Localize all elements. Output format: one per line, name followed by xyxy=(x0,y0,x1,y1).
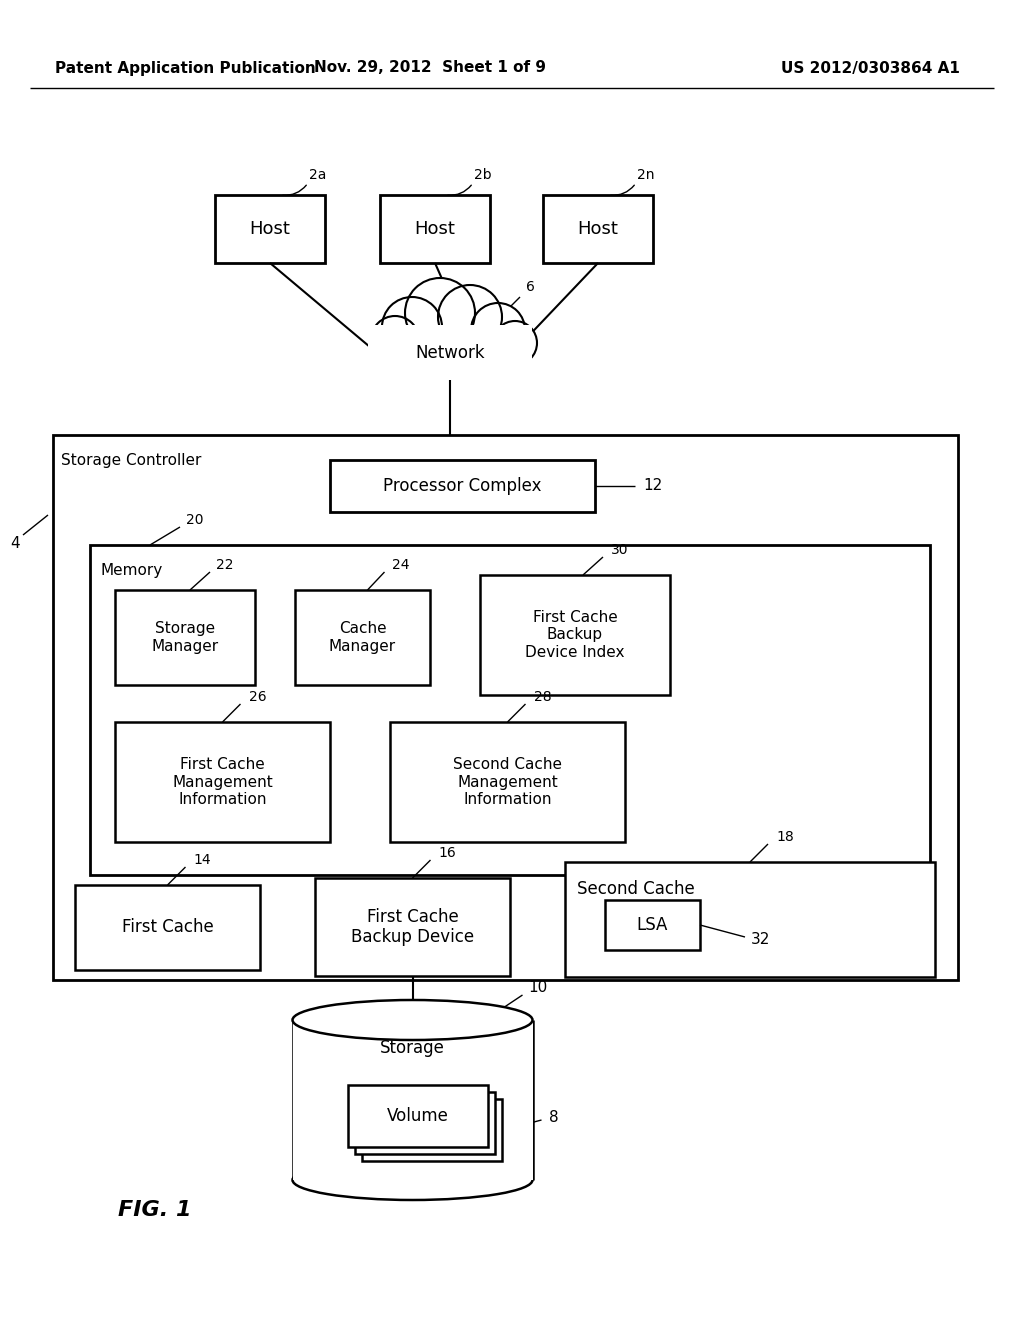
Text: Host: Host xyxy=(578,220,618,238)
Circle shape xyxy=(493,321,537,366)
Text: 16: 16 xyxy=(438,846,457,861)
Text: First Cache
Management
Information: First Cache Management Information xyxy=(172,758,272,807)
Text: 26: 26 xyxy=(249,690,266,704)
Text: 2b: 2b xyxy=(474,168,492,182)
Text: FIG. 1: FIG. 1 xyxy=(118,1200,191,1220)
Text: First Cache
Backup Device: First Cache Backup Device xyxy=(351,908,474,946)
Text: 8: 8 xyxy=(549,1110,558,1126)
Bar xyxy=(53,436,958,979)
Text: Processor Complex: Processor Complex xyxy=(383,477,542,495)
Text: Host: Host xyxy=(250,220,291,238)
Bar xyxy=(347,1085,487,1147)
Circle shape xyxy=(438,285,502,348)
Text: 6: 6 xyxy=(525,280,535,294)
Text: 12: 12 xyxy=(643,479,663,494)
Text: First Cache: First Cache xyxy=(122,919,213,936)
Bar xyxy=(215,195,325,263)
Circle shape xyxy=(382,297,442,356)
Bar xyxy=(115,590,255,685)
Text: Second Cache
Management
Information: Second Cache Management Information xyxy=(453,758,562,807)
Text: Volume: Volume xyxy=(387,1107,449,1125)
Bar xyxy=(75,884,260,970)
Bar xyxy=(380,195,490,263)
Text: First Cache
Backup
Device Index: First Cache Backup Device Index xyxy=(525,610,625,660)
Bar xyxy=(543,195,653,263)
Text: Host: Host xyxy=(415,220,456,238)
Text: Storage
Manager: Storage Manager xyxy=(152,622,218,653)
Text: 28: 28 xyxy=(534,690,551,704)
Text: Memory: Memory xyxy=(100,564,162,578)
Bar xyxy=(330,459,595,512)
Text: 4: 4 xyxy=(10,536,19,550)
Text: 2n: 2n xyxy=(637,168,654,182)
Bar xyxy=(295,590,430,685)
Text: US 2012/0303864 A1: US 2012/0303864 A1 xyxy=(780,61,959,75)
Text: Storage: Storage xyxy=(380,1039,445,1057)
Text: 20: 20 xyxy=(186,513,204,527)
Bar xyxy=(368,325,532,375)
Bar xyxy=(354,1092,495,1154)
Bar xyxy=(115,722,330,842)
Bar xyxy=(293,1020,532,1180)
Text: 24: 24 xyxy=(392,558,410,572)
Text: 18: 18 xyxy=(776,830,794,843)
Ellipse shape xyxy=(293,1001,532,1040)
Text: Network: Network xyxy=(415,345,484,362)
Bar xyxy=(361,1100,502,1162)
Text: Patent Application Publication: Patent Application Publication xyxy=(55,61,315,75)
Circle shape xyxy=(371,315,419,364)
Text: 2a: 2a xyxy=(309,168,327,182)
Text: 14: 14 xyxy=(194,853,211,867)
Bar xyxy=(480,576,670,696)
Circle shape xyxy=(406,279,475,348)
Bar xyxy=(315,878,510,975)
Text: 22: 22 xyxy=(216,558,233,572)
Text: Storage Controller: Storage Controller xyxy=(61,453,202,469)
Bar xyxy=(90,545,930,875)
Text: 32: 32 xyxy=(751,932,770,948)
Bar xyxy=(390,722,625,842)
Text: Cache
Manager: Cache Manager xyxy=(329,622,396,653)
Ellipse shape xyxy=(293,1160,532,1200)
Circle shape xyxy=(471,304,525,356)
Text: 10: 10 xyxy=(528,981,547,995)
Text: LSA: LSA xyxy=(637,916,669,935)
Text: Second Cache: Second Cache xyxy=(577,880,694,898)
Bar xyxy=(605,900,700,950)
Text: 30: 30 xyxy=(611,543,629,557)
Text: Nov. 29, 2012  Sheet 1 of 9: Nov. 29, 2012 Sheet 1 of 9 xyxy=(314,61,546,75)
Bar xyxy=(565,862,935,977)
